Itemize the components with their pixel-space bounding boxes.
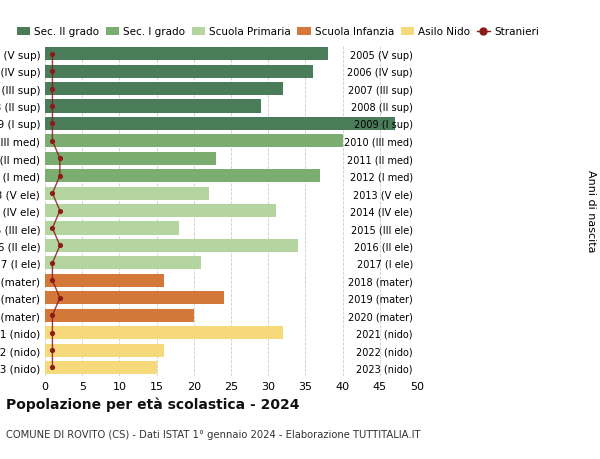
Bar bbox=[45, 257, 201, 270]
Bar bbox=[45, 83, 283, 96]
Bar bbox=[45, 152, 216, 166]
Bar bbox=[45, 222, 179, 235]
Point bbox=[47, 312, 57, 319]
Bar bbox=[45, 274, 164, 287]
Bar bbox=[45, 170, 320, 183]
Bar bbox=[45, 240, 298, 252]
Point bbox=[47, 68, 57, 76]
Bar bbox=[45, 361, 157, 374]
Legend: Sec. II grado, Sec. I grado, Scuola Primaria, Scuola Infanzia, Asilo Nido, Stran: Sec. II grado, Sec. I grado, Scuola Prim… bbox=[17, 28, 539, 37]
Bar bbox=[45, 205, 275, 218]
Point bbox=[55, 242, 65, 250]
Point bbox=[47, 364, 57, 371]
Bar bbox=[45, 344, 164, 357]
Bar bbox=[45, 118, 395, 131]
Bar bbox=[45, 135, 343, 148]
Point bbox=[55, 155, 65, 162]
Text: COMUNE DI ROVITO (CS) - Dati ISTAT 1° gennaio 2024 - Elaborazione TUTTITALIA.IT: COMUNE DI ROVITO (CS) - Dati ISTAT 1° ge… bbox=[6, 429, 421, 439]
Bar bbox=[45, 48, 328, 61]
Text: Popolazione per età scolastica - 2024: Popolazione per età scolastica - 2024 bbox=[6, 397, 299, 412]
Bar bbox=[45, 100, 261, 113]
Point bbox=[47, 138, 57, 145]
Point bbox=[55, 294, 65, 302]
Bar bbox=[45, 326, 283, 339]
Point bbox=[47, 260, 57, 267]
Point bbox=[47, 329, 57, 336]
Point bbox=[47, 86, 57, 93]
Text: Anni di nascita: Anni di nascita bbox=[586, 170, 596, 252]
Point bbox=[47, 190, 57, 197]
Point bbox=[55, 173, 65, 180]
Bar bbox=[45, 187, 209, 200]
Point bbox=[47, 347, 57, 354]
Point bbox=[47, 225, 57, 232]
Point bbox=[55, 207, 65, 215]
Bar bbox=[45, 66, 313, 78]
Point bbox=[47, 277, 57, 285]
Point bbox=[47, 121, 57, 128]
Point bbox=[47, 51, 57, 58]
Bar bbox=[45, 291, 224, 305]
Bar bbox=[45, 309, 194, 322]
Point bbox=[47, 103, 57, 111]
